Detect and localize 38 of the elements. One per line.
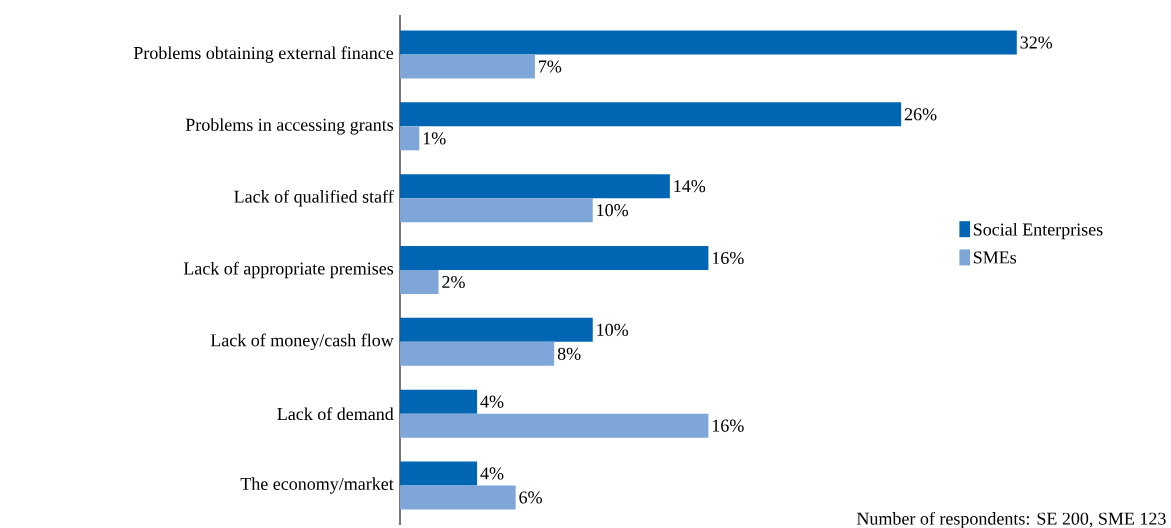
data-label: 4% <box>480 395 504 408</box>
bar <box>400 102 902 127</box>
data-label: 32% <box>1020 36 1053 49</box>
y-tick-label: Problems obtaining external finance <box>133 46 394 63</box>
bar <box>400 174 670 199</box>
legend-label: SMEs <box>973 251 1017 264</box>
data-label: 4% <box>480 467 504 480</box>
data-label: 7% <box>539 60 562 73</box>
data-label: 10% <box>597 323 629 336</box>
data-label: 6% <box>519 491 542 504</box>
data-label: 16% <box>712 251 744 265</box>
data-label: 8% <box>557 347 581 360</box>
bar <box>400 30 1017 55</box>
bar <box>400 413 709 438</box>
y-tick-label: Lack of demand <box>277 407 394 421</box>
y-tick-label: Lack of appropriate premises <box>183 261 394 279</box>
legend-label: Social Enterprises <box>973 222 1103 240</box>
bar <box>400 485 516 510</box>
data-label: 26% <box>904 108 937 121</box>
data-label: 16% <box>712 419 744 432</box>
data-label: 1% <box>423 132 446 145</box>
bar <box>400 198 593 223</box>
bar <box>400 461 478 486</box>
data-label: 10% <box>597 204 629 217</box>
bar <box>400 54 535 79</box>
bar <box>400 341 555 366</box>
y-tick-label: The economy/market <box>240 477 394 494</box>
y-tick-label: Problems in accessing grants <box>185 118 394 135</box>
bar <box>400 389 478 414</box>
bar <box>400 246 709 270</box>
y-tick-label: Lack of qualified staff <box>234 189 394 207</box>
data-label: 14% <box>674 180 706 193</box>
bar <box>400 126 420 151</box>
bar <box>400 317 593 342</box>
bar <box>400 270 439 294</box>
data-label: 2% <box>442 275 465 289</box>
y-tick-label: Lack of money/cash flow <box>210 333 394 351</box>
annotation: Number of respondents: SE 200, SME 123 <box>856 511 1166 528</box>
